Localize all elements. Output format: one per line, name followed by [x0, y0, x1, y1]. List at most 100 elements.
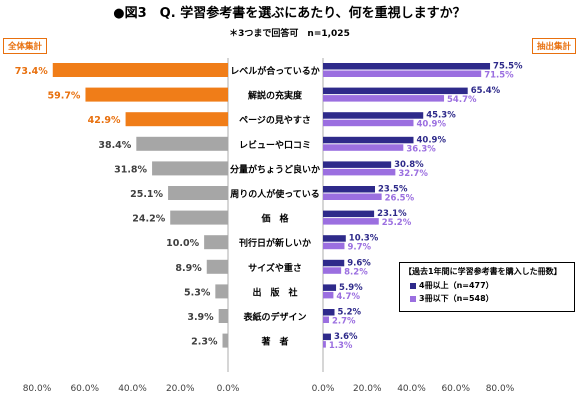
value-label-3less-5: 32.7%	[398, 169, 428, 179]
overall-value-label-10: 5.3%	[184, 287, 211, 298]
overall-value-label-5: 31.8%	[114, 164, 147, 175]
overall-bar-5	[152, 161, 228, 176]
legend-label-4plus: 4冊以上（n=477）	[419, 281, 494, 290]
overall-bar-8	[204, 235, 228, 250]
value-label-4plus-4: 40.9%	[416, 135, 446, 145]
legend-title: 【過去1年間に学習参考書を購入した冊数】	[404, 267, 562, 276]
category-label-4: レビューや口コミ	[239, 139, 311, 151]
category-label-10: 出 版 社	[252, 286, 297, 298]
bar-3less-1	[323, 70, 482, 77]
value-label-4plus-10: 5.9%	[339, 283, 363, 293]
value-label-4plus-11: 5.2%	[338, 308, 362, 318]
left-x-tick-label-5: 0.0%	[217, 384, 240, 394]
value-label-3less-12: 1.3%	[329, 341, 353, 351]
value-label-3less-8: 9.7%	[347, 243, 371, 253]
overall-bar-3	[125, 112, 228, 127]
category-label-11: 表紙のデザイン	[242, 311, 306, 323]
bar-4plus-3	[323, 112, 424, 119]
bar-3less-4	[323, 144, 404, 151]
bar-4plus-10	[323, 284, 337, 291]
value-label-4plus-3: 45.3%	[426, 111, 456, 121]
right-x-tick-label-2: 20.0%	[353, 384, 382, 394]
bar-3less-9	[323, 267, 342, 274]
overall-value-label-8: 10.0%	[166, 238, 199, 249]
category-label-2: 解説の充実度	[248, 90, 303, 102]
category-label-7: 価 格	[260, 213, 289, 225]
bar-3less-2	[323, 95, 445, 102]
bar-4plus-5	[323, 161, 392, 168]
bar-4plus-9	[323, 259, 345, 267]
value-label-4plus-8: 10.3%	[349, 234, 379, 244]
category-label-8: 刊行日が新しいか	[239, 237, 311, 249]
overall-bar-1	[52, 63, 228, 77]
overall-bar-10	[215, 284, 228, 299]
right-x-tick-label-4: 60.0%	[441, 384, 470, 394]
extract-tag: 抽出集計	[531, 38, 576, 54]
value-label-4plus-9: 9.6%	[347, 258, 371, 268]
value-label-3less-2: 54.7%	[447, 95, 477, 105]
bar-3less-6	[323, 193, 382, 200]
left-x-tick-label-3: 40.0%	[118, 384, 147, 394]
overall-tag: 全体集計	[3, 38, 48, 54]
bar-3less-11	[323, 316, 329, 323]
legend-label-3less: 3冊以下（n=548）	[419, 294, 494, 303]
legend-swatch-3less	[410, 295, 416, 302]
overall-value-label-2: 59.7%	[47, 91, 80, 102]
value-label-3less-10: 4.7%	[336, 292, 360, 302]
overall-bar-9	[206, 259, 228, 274]
bar-4plus-12	[323, 333, 331, 341]
bar-3less-7	[323, 218, 379, 225]
overall-bar-6	[168, 186, 228, 200]
value-label-4plus-1: 75.5%	[493, 62, 523, 72]
legend-item-3less: 3冊以下（n=548）	[410, 293, 494, 304]
overall-value-label-6: 25.1%	[130, 189, 163, 200]
value-label-3less-9: 8.2%	[344, 267, 368, 277]
value-label-4plus-5: 30.8%	[394, 160, 424, 170]
right-x-tick-label-5: 80.0%	[486, 384, 515, 394]
right-x-tick-label-1: 0.0%	[312, 384, 335, 394]
value-label-3less-6: 26.5%	[385, 194, 415, 204]
overall-value-label-9: 8.9%	[175, 263, 202, 274]
bar-3less-10	[323, 291, 334, 299]
legend: 【過去1年間に学習参考書を購入した冊数】 4冊以上（n=477） 3冊以下（n=…	[399, 262, 575, 312]
value-label-3less-7: 25.2%	[382, 218, 412, 228]
right-x-tick-label-3: 40.0%	[397, 384, 426, 394]
value-label-3less-3: 40.9%	[416, 120, 446, 130]
bar-4plus-2	[323, 87, 468, 95]
value-label-4plus-7: 23.1%	[377, 209, 407, 219]
bar-3less-3	[323, 119, 414, 127]
overall-bar-4	[136, 136, 228, 151]
bar-3less-12	[323, 341, 326, 348]
bar-4plus-7	[323, 210, 375, 218]
overall-bar-12	[222, 333, 228, 348]
legend-swatch-4plus	[410, 282, 416, 289]
overall-value-label-11: 3.9%	[187, 312, 214, 323]
value-label-4plus-12: 3.6%	[334, 332, 358, 342]
value-label-4plus-6: 23.5%	[378, 185, 408, 195]
category-label-1: レベルが合っているか	[230, 65, 320, 77]
overall-value-label-12: 2.3%	[191, 337, 218, 348]
overall-bar-2	[85, 87, 228, 102]
bar-4plus-4	[323, 136, 414, 144]
value-label-3less-4: 36.3%	[406, 144, 436, 154]
overall-value-label-4: 38.4%	[98, 140, 131, 151]
bar-3less-8	[323, 242, 345, 250]
left-x-tick-label-2: 60.0%	[70, 384, 99, 394]
bar-4plus-1	[323, 63, 491, 70]
overall-bar-7	[170, 210, 228, 225]
left-x-tick-label-1: 80.0%	[23, 384, 52, 394]
value-label-3less-11: 2.7%	[332, 317, 356, 327]
overall-value-label-3: 42.9%	[88, 115, 121, 126]
bar-4plus-6	[323, 186, 375, 193]
bar-4plus-8	[323, 235, 346, 242]
bar-4plus-11	[323, 309, 335, 316]
bar-3less-5	[323, 168, 396, 176]
overall-bar-11	[218, 309, 228, 323]
chart-subtitle: ＊3つまで回答可 n=1,025	[229, 29, 350, 39]
category-label-9: サイズや重さ	[248, 262, 302, 274]
category-label-6: 周りの人が使っている	[230, 188, 320, 200]
value-label-3less-1: 71.5%	[484, 71, 514, 81]
category-label-3: ページの見やすさ	[239, 115, 311, 126]
overall-value-label-1: 73.4%	[15, 66, 48, 77]
